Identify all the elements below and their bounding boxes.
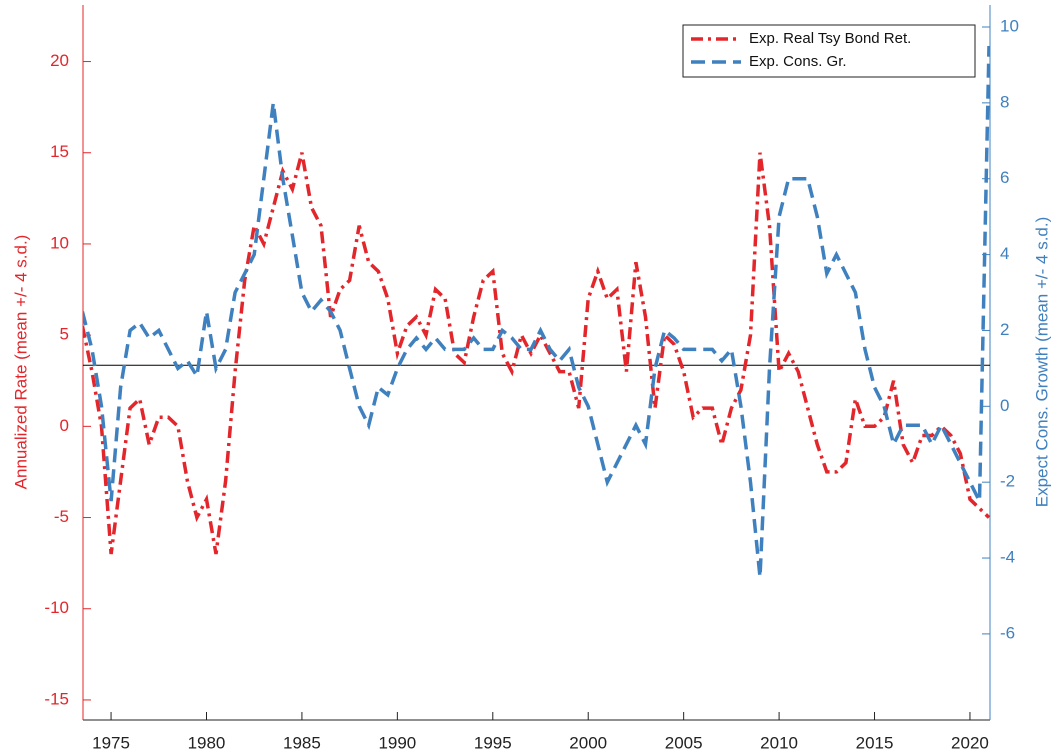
y-tick-label: 20: [50, 51, 69, 70]
x-tick-label: 1995: [474, 733, 512, 752]
y-tick-label: 15: [50, 142, 69, 161]
y2-axis-label: Expect Cons. Growth (mean +/- 4 s.d.): [1032, 217, 1051, 508]
y-axis-label: Annualized Rate (mean +/- 4 s.d.): [11, 235, 30, 490]
y2-tick-label: 4: [1000, 244, 1009, 263]
y-tick-label: 0: [60, 416, 69, 435]
y-tick-label: 5: [60, 325, 69, 344]
x-tick-label: 1980: [188, 733, 226, 752]
x-tick-label: 2005: [665, 733, 703, 752]
legend-box: [682, 24, 976, 78]
y2-tick-label: 8: [1000, 92, 1009, 111]
legend-label: Exp. Real Tsy Bond Ret.: [749, 30, 911, 47]
series-line: [83, 152, 990, 555]
x-tick-label: 2010: [760, 733, 798, 752]
y2-tick-label: 10: [1000, 16, 1019, 35]
y2-tick-label: -6: [1000, 623, 1015, 642]
x-tick-label: 1975: [92, 733, 130, 752]
y2-tick-label: 0: [1000, 396, 1009, 415]
y-tick-label: 10: [50, 233, 69, 252]
x-tick-label: 1985: [283, 733, 321, 752]
x-tick-label: 2020: [951, 733, 989, 752]
y2-tick-label: -2: [1000, 472, 1015, 491]
y-tick-label: -5: [54, 507, 69, 526]
y2-tick-label: -4: [1000, 548, 1015, 567]
x-tick-label: 1990: [378, 733, 416, 752]
y-tick-label: -10: [44, 598, 69, 617]
y2-tick-label: 6: [1000, 168, 1009, 187]
x-tick-label: 2000: [569, 733, 607, 752]
y2-tick-label: 2: [1000, 320, 1009, 339]
y-tick-label: -15: [44, 689, 69, 708]
legend-label: Exp. Cons. Gr.: [749, 53, 847, 70]
series-line: [83, 45, 990, 578]
x-tick-label: 2015: [856, 733, 894, 752]
